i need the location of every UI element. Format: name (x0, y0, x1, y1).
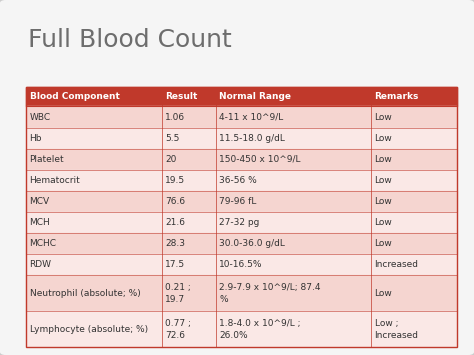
Text: 19.5: 19.5 (165, 176, 185, 185)
Text: 5.5: 5.5 (165, 134, 180, 143)
Bar (26, 212, 457, 233)
Text: 17.5: 17.5 (165, 260, 185, 269)
Bar (26, 149, 457, 170)
Text: Remarks: Remarks (374, 92, 419, 101)
Text: 36-56 %: 36-56 % (219, 176, 257, 185)
Text: Blood Component: Blood Component (29, 92, 119, 101)
Text: MCHC: MCHC (29, 239, 56, 248)
Text: 11.5-18.0 g/dL: 11.5-18.0 g/dL (219, 134, 285, 143)
Text: Hb: Hb (29, 134, 42, 143)
Text: MCV: MCV (29, 197, 50, 206)
Text: Lymphocyte (absolute; %): Lymphocyte (absolute; %) (29, 325, 147, 334)
Text: Low: Low (374, 176, 392, 185)
Text: 10-16.5%: 10-16.5% (219, 260, 263, 269)
Text: Platelet: Platelet (29, 155, 64, 164)
Text: 2.9-7.9 x 10^9/L; 87.4
%: 2.9-7.9 x 10^9/L; 87.4 % (219, 283, 321, 304)
FancyBboxPatch shape (0, 0, 474, 355)
Bar (26, 275, 457, 311)
Text: Increased: Increased (374, 260, 419, 269)
Text: Low: Low (374, 239, 392, 248)
Text: Low: Low (374, 289, 392, 298)
Text: WBC: WBC (29, 113, 51, 121)
Text: 28.3: 28.3 (165, 239, 185, 248)
Text: Low ;
Increased: Low ; Increased (374, 319, 419, 340)
Bar (26, 127, 457, 149)
Text: 20: 20 (165, 155, 177, 164)
Text: Low: Low (374, 113, 392, 121)
Text: 21.6: 21.6 (165, 218, 185, 227)
Bar (26, 233, 457, 254)
Text: Normal Range: Normal Range (219, 92, 292, 101)
Text: 27-32 pg: 27-32 pg (219, 218, 260, 227)
Text: 0.21 ;
19.7: 0.21 ; 19.7 (165, 283, 191, 304)
Bar (26, 311, 457, 347)
Text: Result: Result (165, 92, 198, 101)
Bar (26, 191, 457, 212)
Text: Hematocrit: Hematocrit (29, 176, 80, 185)
Text: RDW: RDW (29, 260, 52, 269)
Text: Low: Low (374, 218, 392, 227)
Text: Neutrophil (absolute; %): Neutrophil (absolute; %) (29, 289, 140, 298)
Bar (26, 87, 457, 347)
Bar (26, 106, 457, 127)
Text: 76.6: 76.6 (165, 197, 185, 206)
Text: 0.77 ;
72.6: 0.77 ; 72.6 (165, 319, 191, 340)
Text: 79-96 fL: 79-96 fL (219, 197, 257, 206)
Text: Full Blood Count: Full Blood Count (28, 28, 232, 53)
Bar (26, 170, 457, 191)
Bar (26, 254, 457, 275)
Text: 1.06: 1.06 (165, 113, 185, 121)
Text: Low: Low (374, 134, 392, 143)
Text: MCH: MCH (29, 218, 50, 227)
Text: Low: Low (374, 197, 392, 206)
Bar (26, 87, 457, 106)
Text: 30.0-36.0 g/dL: 30.0-36.0 g/dL (219, 239, 285, 248)
Text: Low: Low (374, 155, 392, 164)
Text: 150-450 x 10^9/L: 150-450 x 10^9/L (219, 155, 301, 164)
Text: 4-11 x 10^9/L: 4-11 x 10^9/L (219, 113, 283, 121)
Text: 1.8-4.0 x 10^9/L ;
26.0%: 1.8-4.0 x 10^9/L ; 26.0% (219, 319, 301, 340)
